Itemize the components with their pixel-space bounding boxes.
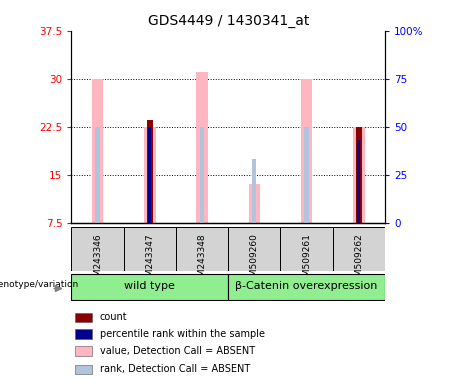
Bar (196, 72, 208, 223)
Text: GSM243346: GSM243346 (93, 233, 102, 288)
Bar (144, 127, 155, 223)
Bar (304, 127, 309, 223)
Text: value, Detection Call = ABSENT: value, Detection Call = ABSENT (100, 346, 255, 356)
Bar (333, 227, 385, 271)
Bar (71, 227, 124, 271)
Bar (280, 227, 333, 271)
Text: β-Catenin overexpression: β-Catenin overexpression (236, 281, 378, 291)
Text: wild type: wild type (124, 281, 175, 291)
Title: GDS4449 / 1430341_at: GDS4449 / 1430341_at (148, 14, 309, 28)
Bar (75, 313, 92, 322)
Bar (176, 227, 228, 271)
Bar (200, 127, 204, 223)
Bar (124, 227, 176, 271)
Bar (75, 346, 92, 356)
Bar (248, 184, 260, 223)
Bar (92, 79, 103, 223)
Text: GSM243347: GSM243347 (145, 233, 154, 288)
Text: count: count (100, 312, 127, 322)
Bar (301, 79, 312, 223)
Bar (228, 227, 280, 271)
Bar (353, 127, 365, 223)
Bar (148, 127, 151, 223)
Text: percentile rank within the sample: percentile rank within the sample (100, 329, 265, 339)
Bar (75, 329, 92, 339)
Text: genotype/variation: genotype/variation (0, 280, 79, 289)
Bar (75, 365, 92, 374)
Text: GSM509262: GSM509262 (355, 233, 363, 288)
Text: GSM509261: GSM509261 (302, 233, 311, 288)
Bar (252, 159, 256, 223)
Text: rank, Detection Call = ABSENT: rank, Detection Call = ABSENT (100, 364, 250, 374)
Bar (228, 274, 385, 300)
Bar (71, 274, 228, 300)
Text: GSM243348: GSM243348 (198, 233, 207, 288)
Bar (147, 120, 153, 223)
Bar (356, 127, 362, 223)
Bar (95, 127, 100, 223)
Bar (357, 139, 361, 223)
Text: GSM509260: GSM509260 (250, 233, 259, 288)
